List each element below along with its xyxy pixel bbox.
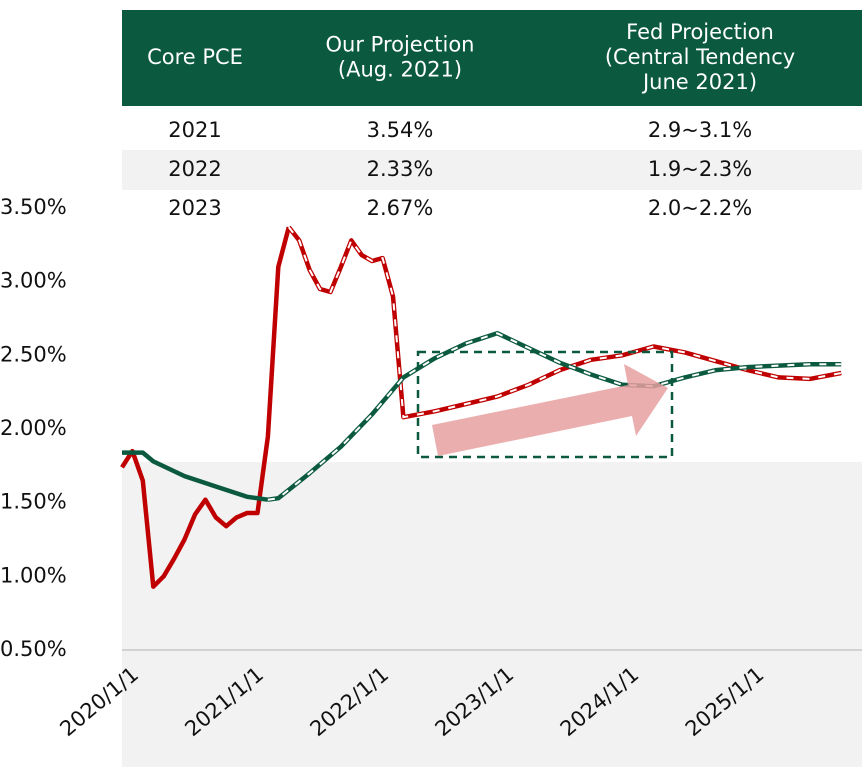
table-cell: 2.33%: [367, 157, 434, 181]
table-header-text: June 2021): [641, 70, 757, 94]
table-cell: 1.9~2.3%: [648, 157, 752, 181]
arrow: [432, 364, 668, 456]
y-tick-label: 2.00%: [0, 416, 67, 440]
highlight-box: [416, 350, 674, 459]
table-cell: 2023: [168, 196, 221, 220]
table-cell: 2.0~2.2%: [648, 196, 752, 220]
series-line: [120, 226, 291, 589]
table-header-text: Core PCE: [147, 45, 243, 69]
y-tick-label: 1.50%: [0, 490, 67, 514]
table-cell: 2022: [168, 157, 221, 181]
y-tick-label: 1.00%: [0, 563, 67, 587]
table-header-text: (Aug. 2021): [338, 58, 462, 82]
table-header-text: (Central Tendency: [605, 45, 795, 69]
table-cell: 2.9~3.1%: [648, 118, 752, 142]
table-header: [122, 10, 862, 106]
shade: [122, 462, 862, 767]
dash-overlay: [267, 332, 842, 501]
y-tick-label: 2.50%: [0, 342, 67, 366]
y-tick-label: 3.00%: [0, 269, 67, 293]
table-header-text: Fed Projection: [626, 20, 774, 44]
table-cell: 2021: [168, 118, 221, 142]
series-line: [122, 450, 269, 502]
table-cell: 3.54%: [367, 118, 434, 142]
y-tick-label: 3.50%: [0, 195, 67, 219]
dash-overlay: [288, 226, 842, 419]
row-band: [122, 150, 862, 190]
series-line: [287, 225, 842, 420]
table-header-text: Our Projection: [326, 33, 475, 57]
y-tick-label: 0.50%: [0, 637, 67, 661]
table-cell: 2.67%: [367, 196, 434, 220]
